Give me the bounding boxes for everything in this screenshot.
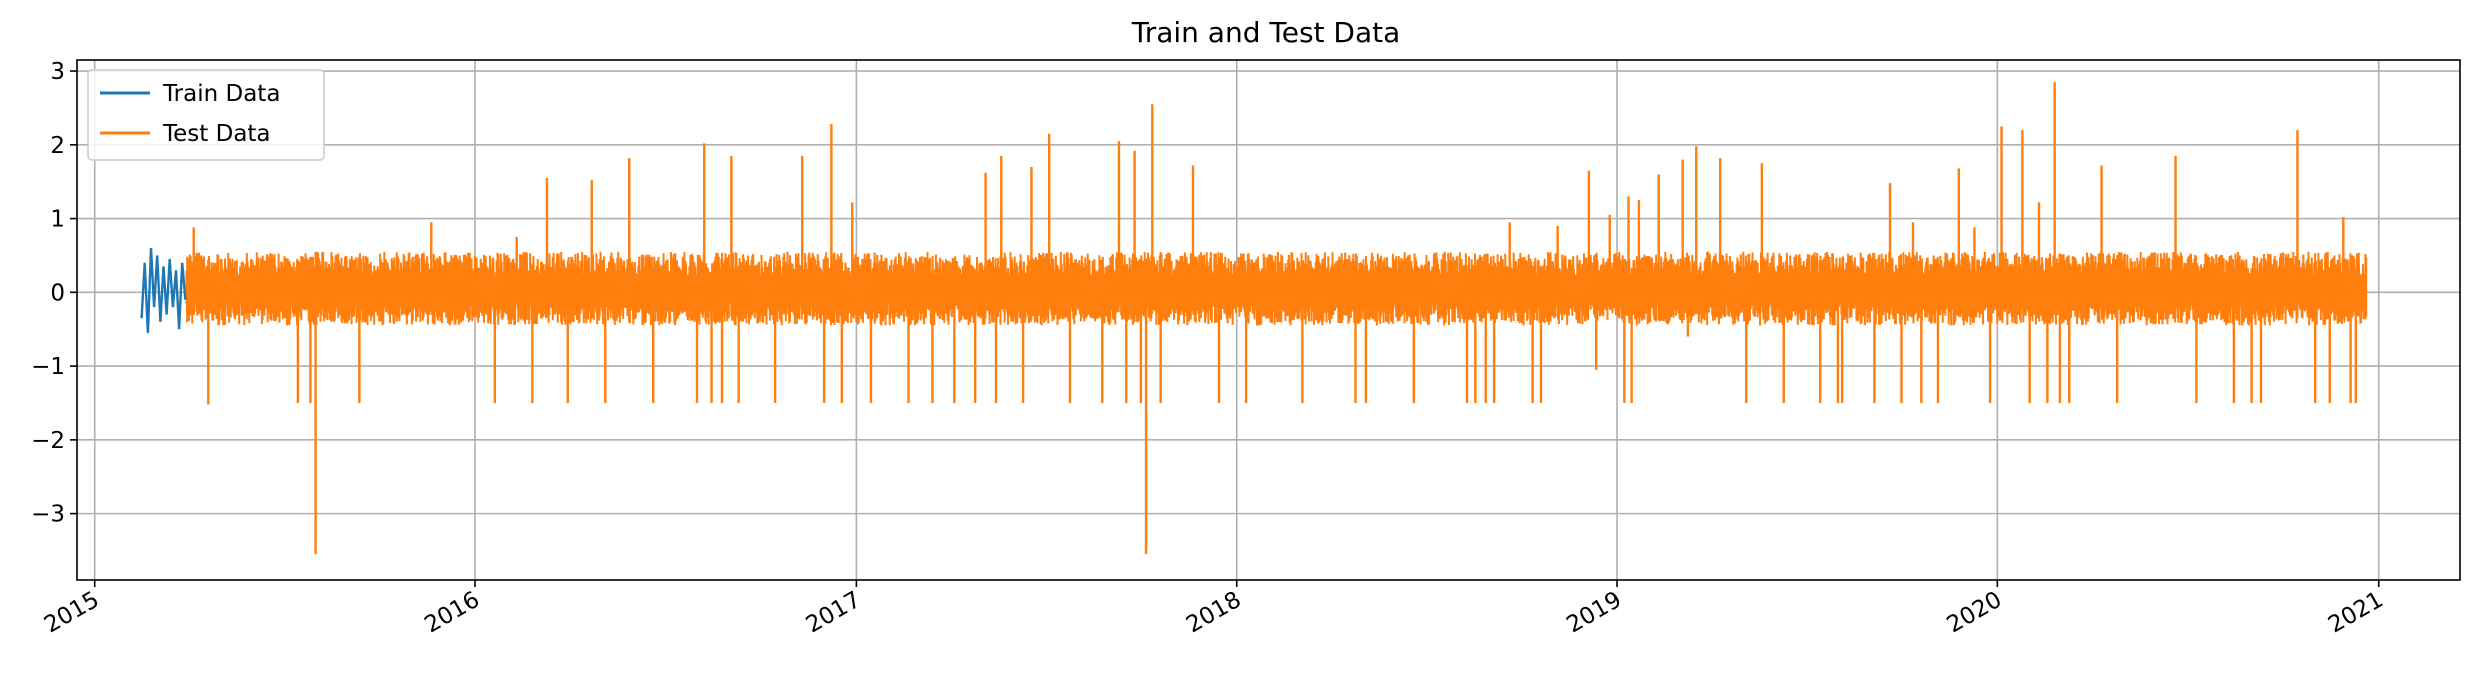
y-tick-label: 0: [50, 280, 65, 306]
series-line-train-data: [140, 248, 187, 333]
plot-area: [140, 82, 2368, 555]
legend-label: Train Data: [162, 81, 280, 107]
legend-label: Test Data: [162, 121, 271, 147]
y-tick-label: 3: [50, 59, 65, 85]
y-axis: −3 −2 −1 0 1 2 3: [31, 59, 77, 528]
y-tick-label: 1: [50, 207, 65, 233]
y-tick-label: −2: [31, 428, 65, 454]
series-line-test-data: [185, 251, 2368, 326]
y-tick-label: −3: [31, 502, 65, 528]
plot-frame: [76, 59, 2461, 581]
y-tick-label: −1: [31, 354, 65, 380]
y-tick-label: 2: [50, 133, 65, 159]
chart-title: Train and Test Data: [1131, 16, 1401, 49]
legend: Train Data Test Data: [87, 69, 325, 161]
